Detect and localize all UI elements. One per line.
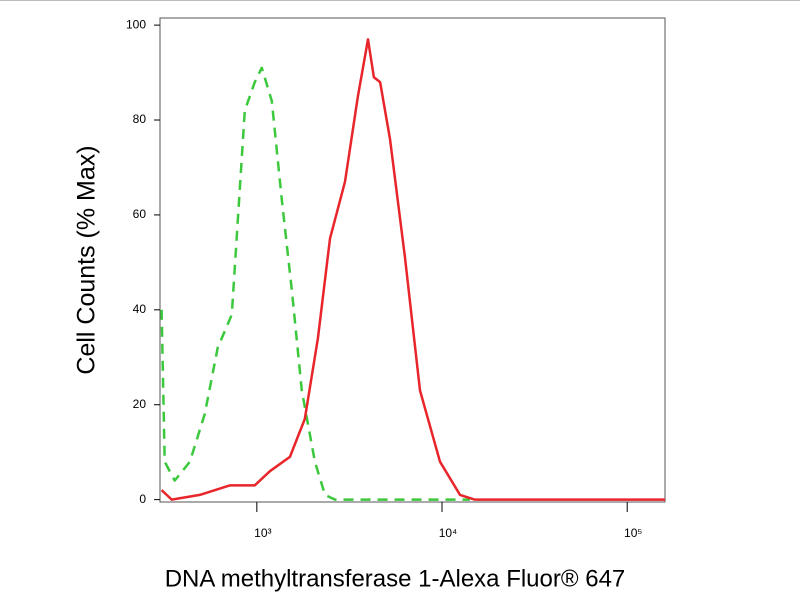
x-tick-label: 10⁵: [624, 526, 642, 540]
histogram-line: [160, 66, 470, 501]
histogram-line: [160, 38, 665, 501]
plot-frame: [159, 17, 666, 503]
y-tick-label: 20: [133, 397, 147, 411]
y-axis-label: Cell Counts (% Max): [73, 145, 101, 374]
y-tick-label: 60: [133, 207, 147, 221]
x-tick-label: 10³: [254, 526, 271, 540]
y-tick-label: 0: [139, 492, 146, 506]
y-tick-label: 80: [133, 112, 147, 126]
x-axis-label: DNA methyltransferase 1-Alexa Fluor® 647: [165, 565, 626, 592]
x-tick-label: 10⁴: [439, 526, 458, 540]
y-tick-label: 40: [133, 302, 147, 316]
y-tick-label: 100: [126, 17, 146, 31]
